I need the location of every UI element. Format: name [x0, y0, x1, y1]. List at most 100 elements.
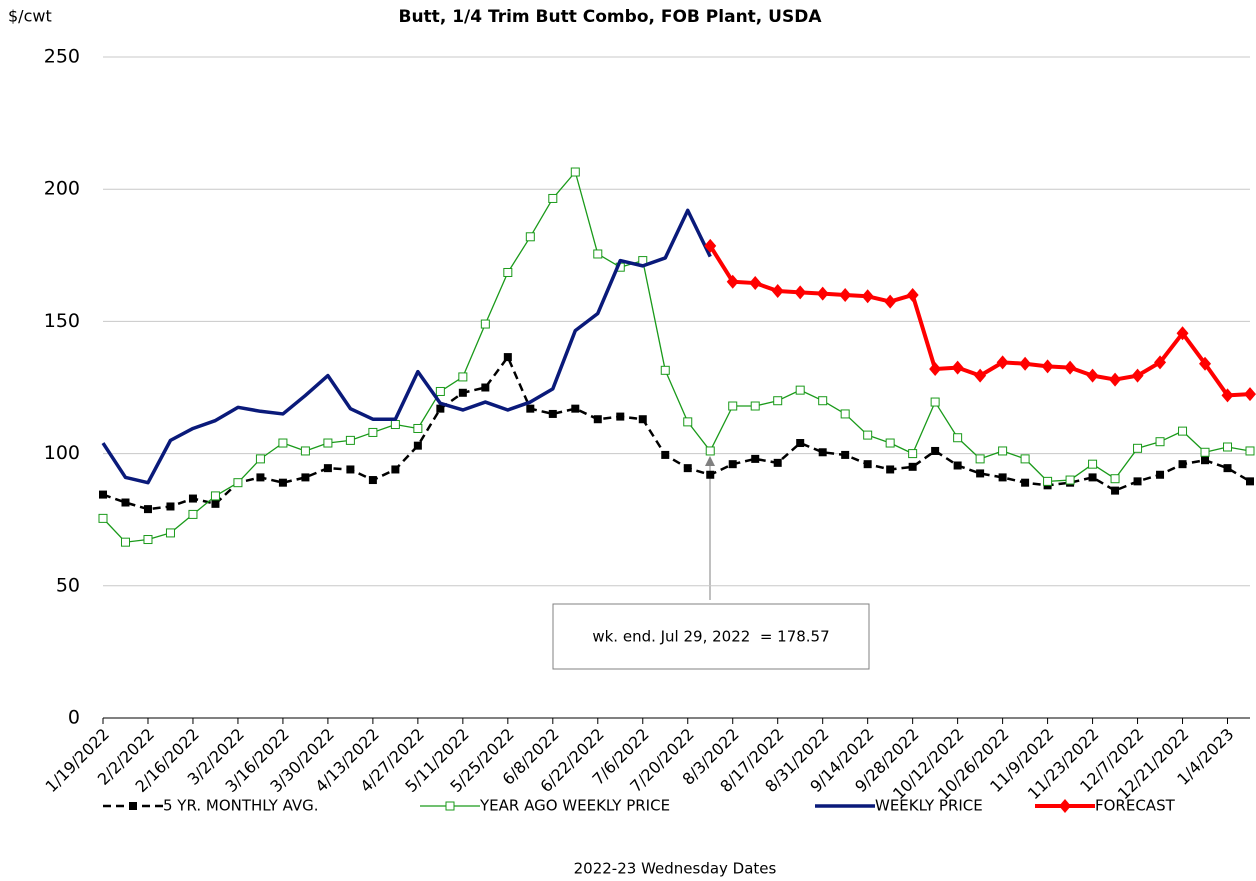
marker: [526, 404, 535, 413]
marker: [794, 285, 807, 300]
marker: [391, 465, 400, 474]
marker: [638, 415, 647, 424]
y-axis-label: $/cwt: [8, 7, 52, 26]
marker: [998, 473, 1007, 482]
marker: [323, 438, 333, 448]
marker: [1133, 443, 1143, 453]
marker: [593, 249, 603, 259]
marker: [458, 372, 468, 382]
marker: [930, 397, 940, 407]
marker: [1065, 475, 1075, 485]
legend-marker-shape: [445, 801, 455, 811]
marker: [861, 289, 874, 304]
marker: [773, 396, 783, 406]
marker: [1155, 437, 1165, 447]
marker: [525, 232, 535, 242]
marker: [210, 491, 220, 501]
marker: [346, 465, 355, 474]
marker: [1021, 478, 1030, 487]
marker: [1154, 355, 1167, 370]
legend-marker: [445, 801, 455, 811]
legend-label: FORECAST: [1095, 797, 1176, 815]
marker: [121, 498, 130, 507]
marker: [975, 454, 985, 464]
y-tick-label: 150: [44, 310, 80, 332]
legend-label: YEAR AGO WEEKLY PRICE: [479, 797, 670, 815]
marker: [1201, 456, 1210, 465]
marker: [165, 528, 175, 538]
marker: [953, 433, 963, 443]
marker: [120, 537, 130, 547]
marker: [998, 446, 1008, 456]
marker: [661, 450, 670, 459]
marker: [931, 446, 940, 455]
marker: [436, 404, 445, 413]
marker: [1133, 477, 1142, 486]
marker: [435, 386, 445, 396]
marker: [1110, 474, 1120, 484]
marker: [840, 409, 850, 419]
marker: [480, 319, 490, 329]
y-tick-label: 250: [44, 46, 80, 68]
marker: [458, 388, 467, 397]
marker: [929, 361, 942, 376]
marker: [390, 420, 400, 430]
marker: [188, 494, 197, 503]
marker: [1156, 470, 1165, 479]
marker: [255, 454, 265, 464]
marker: [345, 435, 355, 445]
marker: [1109, 372, 1122, 387]
marker: [143, 505, 152, 514]
marker: [256, 473, 265, 482]
marker: [1223, 464, 1232, 473]
marker: [278, 478, 287, 487]
legend-label: WEEKLY PRICE: [875, 797, 983, 815]
marker: [481, 383, 490, 392]
marker: [1088, 459, 1098, 469]
marker: [705, 446, 715, 456]
annotation-arrowhead: [705, 456, 715, 466]
marker: [884, 294, 897, 309]
y-tick-label: 100: [44, 442, 80, 464]
marker: [166, 502, 175, 511]
marker: [795, 385, 805, 395]
marker: [593, 415, 602, 424]
marker: [886, 465, 895, 474]
marker: [1086, 368, 1099, 383]
marker: [1019, 356, 1032, 371]
legend-marker-shape: [129, 802, 137, 810]
marker: [548, 193, 558, 203]
legend-item: YEAR AGO WEEKLY PRICE: [420, 797, 670, 815]
marker: [301, 473, 310, 482]
marker: [976, 469, 985, 478]
marker: [773, 458, 782, 467]
marker: [323, 464, 332, 473]
marker: [1131, 368, 1144, 383]
marker: [570, 167, 580, 177]
marker: [751, 454, 760, 463]
marker: [683, 417, 693, 427]
marker: [771, 283, 784, 298]
marker: [413, 441, 422, 450]
x-axis-label: 2022-23 Wednesday Dates: [574, 860, 777, 878]
marker: [996, 355, 1009, 370]
marker: [300, 446, 310, 456]
marker: [796, 439, 805, 448]
marker: [816, 286, 829, 301]
marker: [906, 287, 919, 302]
marker: [818, 396, 828, 406]
marker: [728, 401, 738, 411]
marker: [503, 353, 512, 362]
marker: [750, 401, 760, 411]
marker: [368, 476, 377, 485]
y-tick-label: 50: [56, 574, 80, 596]
marker: [1043, 476, 1053, 486]
marker: [908, 449, 918, 459]
marker: [368, 427, 378, 437]
marker: [908, 462, 917, 471]
y-tick-label: 0: [68, 707, 80, 729]
marker: [1111, 486, 1120, 495]
marker: [1244, 387, 1256, 402]
